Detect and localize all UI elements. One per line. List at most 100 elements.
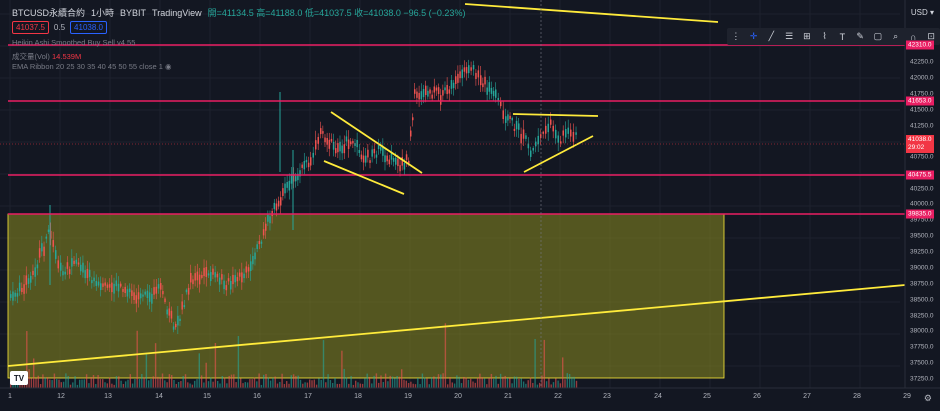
candle-body bbox=[10, 294, 12, 298]
volume-bar bbox=[419, 384, 421, 388]
candle-body bbox=[555, 129, 557, 139]
text-icon[interactable]: T bbox=[839, 31, 846, 42]
lock-icon[interactable]: ⊡ bbox=[927, 31, 935, 41]
volume-bar bbox=[315, 384, 318, 388]
symbol-title[interactable]: BTCUSD永續合約 bbox=[12, 8, 86, 18]
candle-body bbox=[205, 267, 208, 277]
volume-bar bbox=[60, 382, 62, 388]
volume-bar bbox=[302, 383, 304, 388]
candle-body bbox=[88, 269, 91, 278]
volume-bar bbox=[171, 375, 173, 388]
brush-icon[interactable]: ✎ bbox=[856, 31, 864, 41]
candle-body bbox=[463, 67, 466, 72]
candle-body bbox=[490, 87, 493, 94]
candle-body bbox=[461, 69, 463, 79]
volume-bar bbox=[74, 376, 76, 388]
volume-indicator-label[interactable]: 成交量(Vol) 14.539M bbox=[12, 51, 81, 62]
buy-price-box[interactable]: 41038.0 bbox=[70, 21, 107, 34]
trendline-icon[interactable]: ╱ bbox=[768, 31, 775, 41]
volume-bar bbox=[108, 377, 111, 388]
volume-bar bbox=[143, 377, 145, 388]
candle-body bbox=[297, 173, 299, 181]
volume-bar bbox=[532, 382, 534, 388]
volume-bar bbox=[513, 376, 516, 388]
candle-body bbox=[187, 287, 190, 295]
candle-body bbox=[437, 87, 440, 95]
volume-bar bbox=[371, 383, 373, 388]
ema-indicator-label[interactable]: EMA Ribbon 20 25 30 35 40 45 50 55 close… bbox=[12, 62, 172, 71]
candle-body bbox=[256, 244, 258, 249]
volume-bar bbox=[161, 373, 164, 388]
candle-body bbox=[326, 138, 328, 145]
volume-bar bbox=[373, 375, 375, 388]
candle-body bbox=[475, 72, 477, 80]
candle-body bbox=[488, 82, 491, 92]
volume-bar bbox=[410, 381, 412, 388]
volume-bar bbox=[263, 374, 265, 388]
volume-bar bbox=[435, 377, 437, 388]
volume-bar bbox=[177, 381, 180, 388]
candle-body bbox=[126, 289, 129, 297]
volume-bar bbox=[212, 381, 214, 388]
currency-selector[interactable]: USD ▾ bbox=[910, 8, 934, 17]
volume-bar bbox=[421, 373, 424, 388]
candle-body bbox=[254, 252, 256, 260]
candle-body bbox=[362, 155, 365, 163]
candle-body bbox=[45, 236, 48, 239]
volume-bar bbox=[562, 357, 564, 388]
heikin-indicator-label[interactable]: Heikin Ashi Smoothed Buy Sell v4.55 bbox=[12, 38, 136, 47]
candle-body bbox=[307, 162, 310, 168]
volume-bar bbox=[359, 383, 361, 388]
candle-body bbox=[212, 268, 214, 275]
volume-bar bbox=[196, 379, 198, 388]
candle-body bbox=[495, 89, 497, 98]
candle-body bbox=[427, 90, 429, 97]
sell-price-box[interactable]: 41037.5 bbox=[12, 21, 49, 34]
volume-bar bbox=[113, 384, 115, 388]
volume-bar bbox=[65, 373, 67, 388]
volume-bar bbox=[536, 384, 539, 388]
volume-bar bbox=[276, 383, 279, 388]
volume-bar bbox=[405, 380, 407, 388]
volume-bar bbox=[313, 379, 315, 388]
candle-body bbox=[38, 248, 41, 258]
candle-body bbox=[282, 188, 284, 196]
volume-bar bbox=[502, 376, 504, 388]
eye-icon[interactable]: ◉ bbox=[165, 62, 172, 71]
volume-bar bbox=[166, 382, 168, 388]
settings-gear-icon[interactable]: ⚙ bbox=[923, 393, 932, 403]
volume-bar bbox=[470, 378, 472, 388]
fib-icon[interactable]: ☰ bbox=[785, 31, 794, 41]
volume-bar bbox=[12, 382, 14, 388]
date-tick: 23 bbox=[603, 393, 611, 400]
candle-body bbox=[168, 308, 171, 316]
crosshair-icon[interactable]: ✛ bbox=[749, 31, 758, 41]
measure-icon[interactable]: ▢ bbox=[873, 31, 883, 41]
zoom-icon[interactable]: ⌕ bbox=[893, 31, 899, 41]
candle-body bbox=[356, 139, 358, 148]
volume-bar bbox=[228, 375, 230, 388]
volume-bar bbox=[495, 375, 497, 388]
candle-body bbox=[433, 86, 436, 93]
date-tick: 13 bbox=[104, 393, 112, 400]
candle-body bbox=[140, 293, 142, 299]
candle-body bbox=[444, 87, 446, 91]
volume-bar bbox=[251, 379, 253, 388]
candle-body bbox=[537, 135, 539, 145]
interval-label[interactable]: 1小時 bbox=[91, 8, 115, 18]
trendline bbox=[330, 111, 423, 174]
magnet-icon[interactable]: ∩ bbox=[910, 31, 917, 42]
pattern-icon[interactable]: ⊞ bbox=[803, 31, 811, 41]
volume-bar bbox=[200, 375, 203, 388]
volume-bar bbox=[230, 374, 233, 388]
volume-bar bbox=[279, 381, 281, 388]
candle-body bbox=[71, 258, 73, 267]
volume-bar bbox=[417, 377, 419, 388]
candle-body bbox=[86, 268, 89, 278]
volume-bar bbox=[189, 383, 191, 388]
candle-body bbox=[104, 282, 106, 286]
prediction-icon[interactable]: ⌇ bbox=[822, 31, 827, 41]
volume-bar bbox=[299, 379, 302, 388]
drag-handle-icon[interactable]: ⋮ bbox=[731, 31, 741, 41]
